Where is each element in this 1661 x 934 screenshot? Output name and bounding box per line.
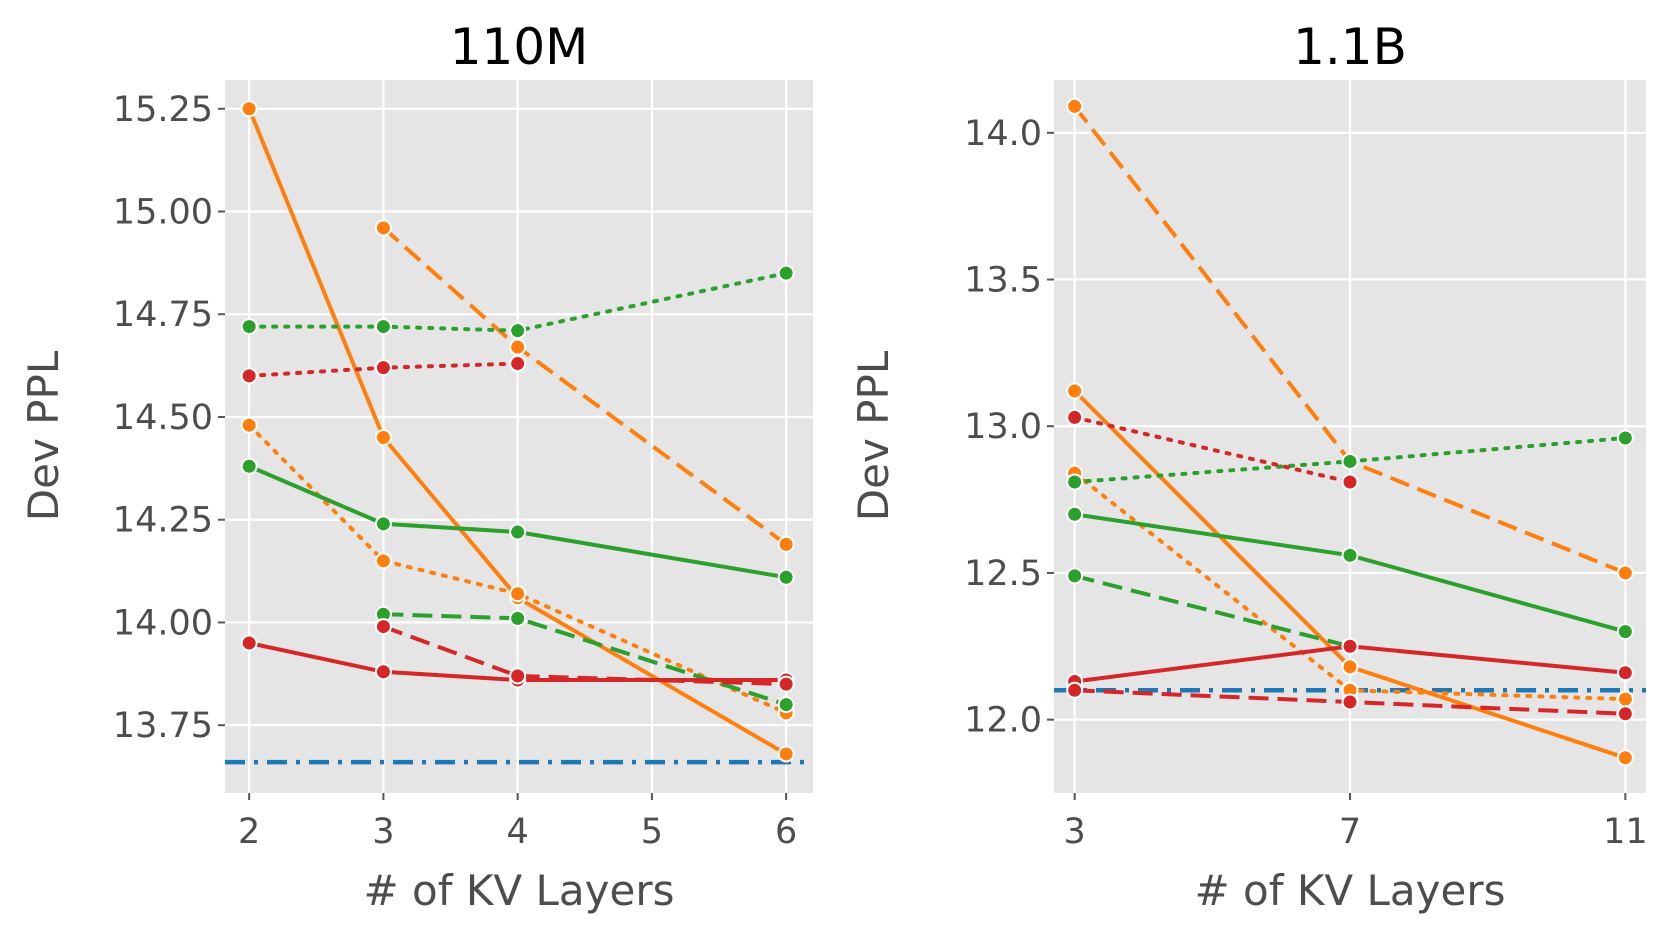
y-tick-label: 14.00 <box>113 603 213 643</box>
series-line <box>1072 415 1352 484</box>
data-point <box>1066 567 1084 585</box>
series-group-110m <box>240 100 795 763</box>
data-point <box>1616 749 1634 767</box>
data-point <box>777 745 795 763</box>
data-point <box>1066 97 1084 115</box>
series-group-1-1b <box>1066 97 1634 767</box>
data-point <box>777 696 795 714</box>
data-point <box>1341 546 1359 564</box>
data-point <box>1066 505 1084 523</box>
data-point <box>240 318 258 336</box>
data-point <box>240 100 258 118</box>
series-line <box>382 624 787 687</box>
series-green-solid <box>240 457 795 586</box>
series-red-dotted <box>1066 408 1359 491</box>
series-line <box>1074 573 1351 649</box>
x-tick-label: 11 <box>1603 812 1648 852</box>
data-point <box>1066 408 1084 426</box>
data-point <box>1341 452 1359 470</box>
y-axis-label-110m: Dev PPL <box>19 350 68 521</box>
series-line <box>248 464 787 580</box>
data-point <box>777 264 795 282</box>
x-tick-label: 5 <box>641 812 663 852</box>
data-point <box>1066 681 1084 699</box>
data-point <box>1616 690 1634 708</box>
chart-title-1-1b: 1.1B <box>1293 18 1407 76</box>
data-point <box>509 667 527 685</box>
series-red-dashed <box>374 618 795 693</box>
data-point <box>1341 693 1359 711</box>
chart-1-1b: 3 7 11 12.0 12.5 13.0 13.5 14.0 1.1B # of KV L… <box>849 18 1648 915</box>
data-point <box>1341 637 1359 655</box>
y-tick-label: 15.00 <box>113 193 213 233</box>
y-tick-label: 15.25 <box>113 90 213 130</box>
data-point <box>777 535 795 553</box>
y-tick-label: 12.0 <box>964 701 1042 741</box>
y-tick-label: 13.75 <box>113 706 213 746</box>
data-point <box>240 457 258 475</box>
data-point <box>374 663 392 681</box>
data-point <box>1616 564 1634 582</box>
chart-110m: 2 3 4 5 6 13.75 14.00 14.25 14.50 14.75 15.00 15.2… <box>19 18 813 915</box>
x-axis-label-110m: # of KV Layers <box>364 866 675 915</box>
series-green-dotted <box>1066 429 1634 491</box>
series-green-dotted <box>240 264 795 340</box>
x-tick-label: 3 <box>372 812 394 852</box>
y-tick-label: 14.25 <box>113 501 213 541</box>
data-point <box>240 634 258 652</box>
data-point <box>509 585 527 603</box>
x-ticks-110m: 2 3 4 5 6 <box>238 793 797 852</box>
series-orange-dashed <box>374 219 795 553</box>
series-line <box>247 108 788 756</box>
series-green-solid <box>1066 505 1634 641</box>
x-tick-label: 2 <box>238 812 260 852</box>
data-point <box>374 552 392 570</box>
data-point <box>374 515 392 533</box>
y-axis-label-1-1b: Dev PPL <box>849 350 898 521</box>
x-tick-label: 7 <box>1339 812 1361 852</box>
data-point <box>1341 658 1359 676</box>
y-ticks-110m: 13.75 14.00 14.25 14.50 14.75 15.00 15.25 <box>113 90 225 746</box>
data-point <box>509 355 527 373</box>
y-tick-label: 13.0 <box>964 407 1042 447</box>
data-point <box>1616 429 1634 447</box>
data-point <box>1341 473 1359 491</box>
series-red-dashed <box>1066 681 1634 723</box>
data-point <box>1616 664 1634 682</box>
data-point <box>1066 382 1084 400</box>
data-point <box>374 618 392 636</box>
data-point <box>374 318 392 336</box>
x-axis-label-1-1b: # of KV Layers <box>1195 866 1506 915</box>
x-tick-label: 3 <box>1064 812 1086 852</box>
series-green-dashed <box>374 605 795 714</box>
data-point <box>374 359 392 377</box>
chart-title-110m: 110M <box>450 18 589 76</box>
x-tick-label: 6 <box>775 812 797 852</box>
x-tick-label: 4 <box>507 812 529 852</box>
y-tick-label: 14.75 <box>113 295 213 335</box>
data-point <box>777 675 795 693</box>
data-point <box>240 416 258 434</box>
data-point <box>509 338 527 356</box>
series-red-dotted <box>240 355 527 385</box>
y-tick-label: 14.0 <box>964 114 1042 154</box>
x-ticks-1-1b: 3 7 11 <box>1064 793 1648 852</box>
data-point <box>509 523 527 541</box>
data-point <box>509 322 527 340</box>
data-point <box>509 609 527 627</box>
data-point <box>1616 623 1634 641</box>
data-point <box>374 429 392 447</box>
y-tick-label: 13.5 <box>964 261 1042 301</box>
series-orange-solid <box>1066 382 1634 767</box>
data-point <box>240 367 258 385</box>
data-point <box>777 568 795 586</box>
y-tick-label: 14.50 <box>113 398 213 438</box>
y-tick-label: 12.5 <box>964 554 1042 594</box>
y-ticks-1-1b: 12.0 12.5 13.0 13.5 14.0 <box>964 114 1054 741</box>
data-point <box>1066 473 1084 491</box>
data-point <box>374 219 392 237</box>
data-point <box>1616 705 1634 723</box>
